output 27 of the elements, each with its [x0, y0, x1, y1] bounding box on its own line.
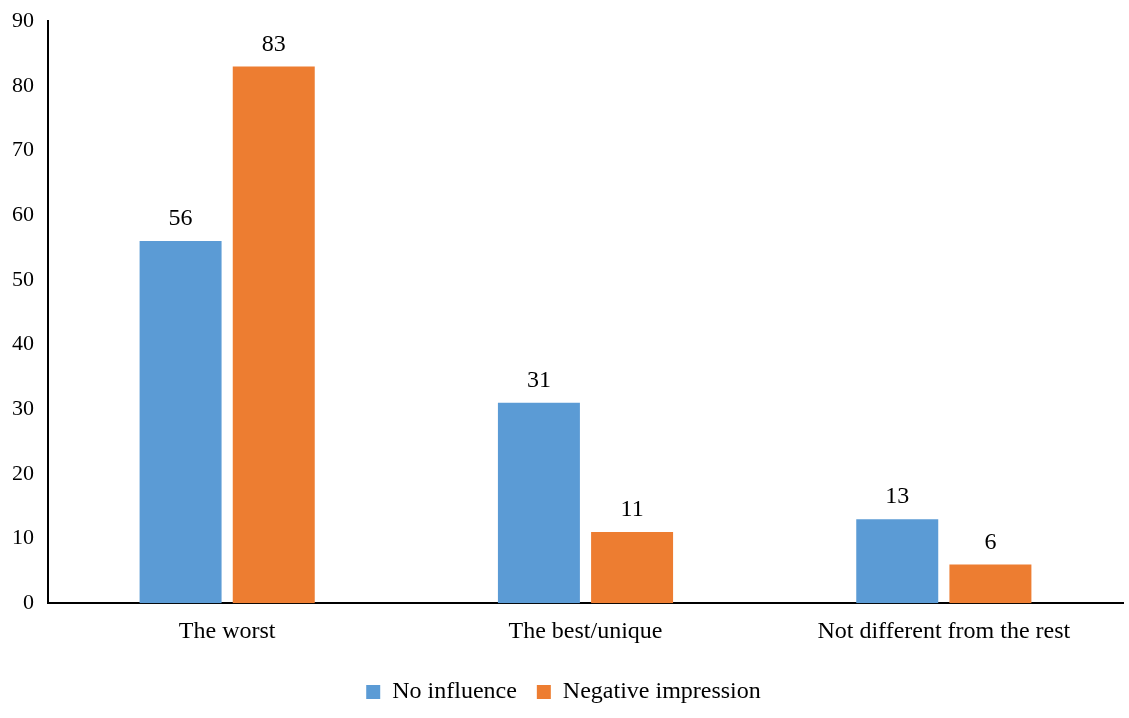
bar	[591, 532, 674, 604]
y-tick-label: 0	[23, 588, 34, 614]
y-tick-label: 70	[12, 136, 34, 162]
x-tick-label: Not different from the rest	[817, 616, 1071, 643]
y-tick-label: 60	[12, 200, 34, 226]
data-label: 31	[526, 366, 551, 393]
y-tick-label: 30	[12, 394, 34, 420]
data-label: 83	[261, 29, 286, 56]
y-tick-label: 50	[12, 265, 34, 291]
data-label: 56	[168, 204, 193, 231]
y-tick-label: 90	[12, 6, 34, 32]
y-tick-label: 10	[12, 524, 34, 550]
data-label: 11	[620, 495, 644, 522]
bar	[856, 519, 939, 604]
x-tick-label: The best/unique	[508, 616, 663, 643]
y-tick-label: 40	[12, 330, 34, 356]
bar	[497, 402, 580, 604]
y-tick-label: 20	[12, 459, 34, 485]
bar	[139, 241, 222, 604]
bar	[949, 564, 1032, 604]
y-tick-label: 80	[12, 71, 34, 97]
legend-label: Negative impression	[562, 677, 761, 704]
bar	[232, 66, 315, 604]
data-label: 13	[885, 482, 910, 509]
data-label: 6	[984, 527, 997, 554]
x-tick-label: The worst	[178, 616, 276, 643]
legend-label: No influence	[392, 677, 517, 704]
